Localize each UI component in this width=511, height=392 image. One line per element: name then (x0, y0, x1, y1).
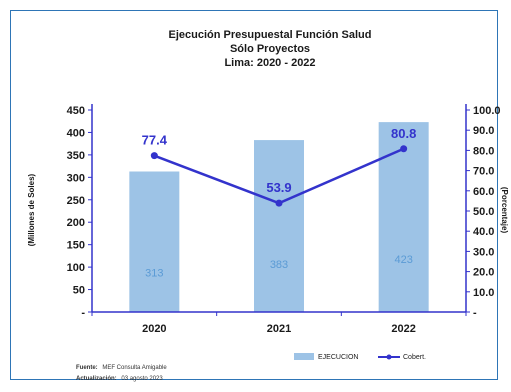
legend-marker-cobert (386, 354, 392, 360)
point-value-label-2021: 53.9 (266, 180, 291, 195)
y-left-tick-label: 150 (67, 240, 85, 252)
y-axis-right-title: (Porcentaje) (500, 187, 509, 234)
bar-series (129, 122, 429, 313)
footer-source-label: Fuente: (76, 365, 98, 371)
y-axis-left-ticks: - 50 100 150 200 250 300 350 400 450 (67, 105, 92, 319)
axes (91, 104, 467, 313)
y-left-tick-label: 400 (67, 127, 85, 139)
footer-update-label: Actualización: (76, 376, 117, 382)
y-left-tick-label: 300 (67, 172, 85, 184)
bar-value-label-2022: 423 (394, 254, 412, 266)
y-right-tick-label: 10.0 (473, 287, 494, 299)
footer-source-text: MEF Consulta Amigable (102, 365, 167, 371)
y-left-tick-label: - (81, 307, 85, 319)
y-left-tick-label: 450 (67, 105, 85, 117)
legend-swatch-ejecucion (294, 353, 314, 360)
y-right-tick-label: 80.0 (473, 145, 494, 157)
y-right-tick-label: 20.0 (473, 267, 494, 279)
legend-label-ejecucion: EJECUCION (318, 354, 358, 361)
bar-value-label-2020: 313 (145, 268, 163, 280)
y-axis-right-ticks: - 10.0 20.0 30.0 40.0 50.0 60.0 70.0 80.0 90.0 100… (466, 105, 501, 319)
y-left-tick-label: 250 (67, 195, 85, 207)
y-right-tick-label: 50.0 (473, 206, 494, 218)
point-value-label-2022: 80.8 (391, 126, 416, 141)
title-line-3: Lima: 2020 - 2022 (224, 57, 315, 69)
line-series (150, 145, 408, 207)
y-right-tick-label: 40.0 (473, 226, 494, 238)
bar-2020 (129, 171, 180, 312)
footer-source: Fuente: MEF Consulta Amigable (76, 365, 167, 371)
point-labels: 77.4 53.9 80.8 (142, 126, 417, 195)
cobert-point-2022 (400, 145, 408, 153)
x-axis-ticks: 2020 2021 2022 (91, 312, 467, 335)
y-right-tick-label: 60.0 (473, 186, 494, 198)
footer: Fuente: MEF Consulta Amigable Actualizac… (76, 365, 167, 382)
y-right-tick-label: 100.0 (473, 105, 501, 117)
title-line-1: Ejecución Presupuestal Función Salud (169, 29, 372, 41)
chart-title: Ejecución Presupuestal Función Salud Sól… (169, 29, 372, 69)
y-right-tick-label: 30.0 (473, 246, 494, 258)
footer-update: Actualización: 03 agosto 2023 (76, 376, 163, 382)
y-left-tick-label: 50 (73, 285, 85, 297)
x-tick-label-2022: 2022 (391, 323, 415, 335)
bar-value-label-2021: 383 (270, 259, 288, 271)
y-left-tick-label: 100 (67, 262, 85, 274)
point-value-label-2020: 77.4 (142, 133, 168, 148)
y-left-tick-label: 200 (67, 217, 85, 229)
cobert-point-2020 (150, 152, 158, 160)
footer-update-text: 03 agosto 2023 (121, 376, 163, 382)
x-tick-label-2020: 2020 (142, 323, 166, 335)
legend: EJECUCION Cobert. (294, 353, 426, 361)
bar-2021 (254, 140, 304, 312)
legend-label-cobert: Cobert. (403, 354, 426, 361)
y-axis-left-title: (Millones de Soles) (27, 173, 36, 246)
x-tick-label-2021: 2021 (267, 323, 291, 335)
title-line-2: Sólo Proyectos (230, 43, 310, 55)
y-left-tick-label: 350 (67, 150, 85, 162)
bar-2022 (378, 122, 429, 313)
cobert-point-2021 (275, 199, 283, 207)
y-right-tick-label: - (473, 307, 477, 319)
bar-labels: 313 383 423 (145, 254, 413, 280)
y-right-tick-label: 70.0 (473, 166, 494, 178)
y-right-tick-label: 90.0 (473, 125, 494, 137)
